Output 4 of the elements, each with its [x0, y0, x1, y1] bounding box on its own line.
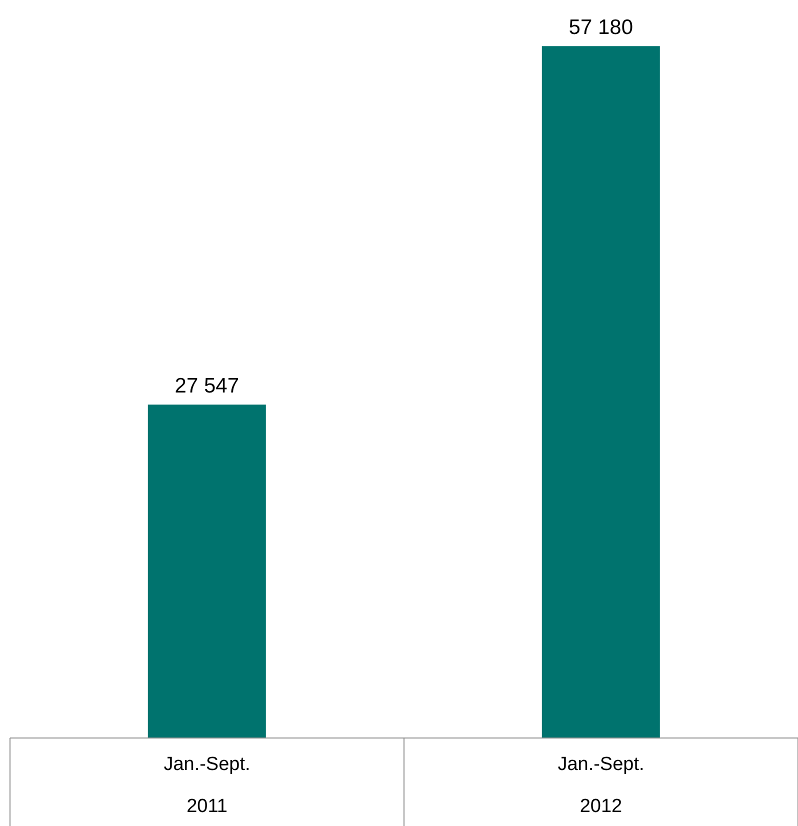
data-label: 57 180: [568, 16, 634, 40]
data-label: 27 547: [174, 374, 240, 398]
x-tick-label: Jan.-Sept. 2011: [164, 754, 250, 817]
x-tick-label: Jan.-Sept. 2012: [558, 754, 644, 817]
